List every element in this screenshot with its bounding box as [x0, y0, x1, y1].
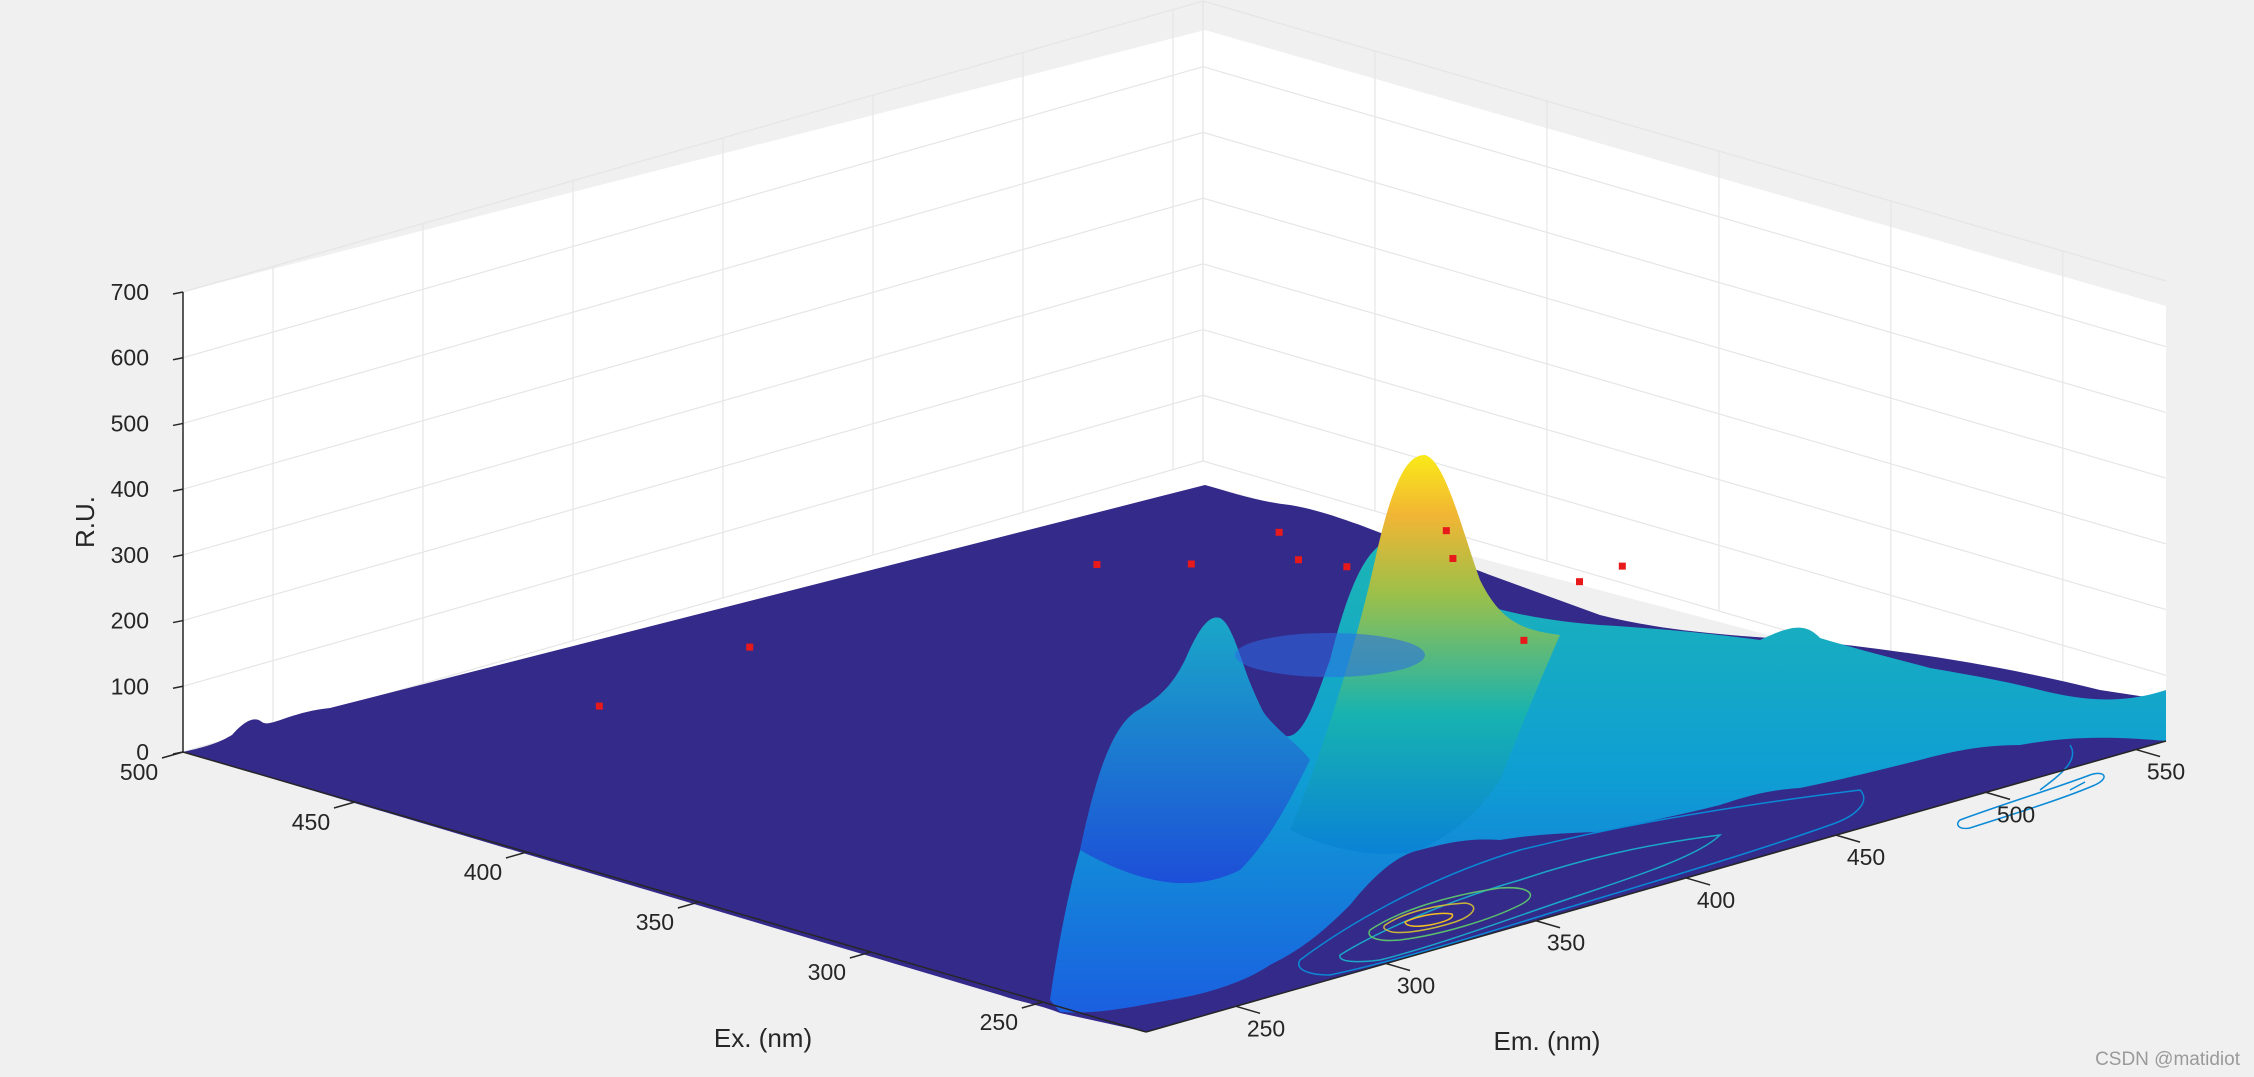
tick-label-x-500: 500	[1997, 801, 2035, 827]
peak-marker-6	[1275, 528, 1283, 536]
peak-markers	[595, 527, 1626, 710]
watermark: CSDN @matidiot	[2095, 1049, 2240, 1070]
tick-x-500	[1985, 791, 2011, 801]
tick-label-z-600: 600	[111, 345, 149, 371]
x-axis-label: Em. (nm)	[1494, 1026, 1601, 1056]
contour-projection	[1298, 744, 2105, 976]
tick-label-x-550: 550	[2147, 759, 2185, 785]
back-left-pane	[183, 30, 1205, 752]
tick-x-350	[1535, 920, 1561, 929]
tick-label-z-100: 100	[111, 673, 149, 699]
tick-label-y-500: 500	[120, 759, 158, 785]
contour-level-3	[1368, 886, 1532, 942]
tick-x-300	[1385, 962, 1411, 972]
tick-label-x-400: 400	[1697, 887, 1735, 913]
tick-y-400	[505, 851, 528, 859]
tick-label-z-200: 200	[111, 608, 149, 634]
tick-label-y-400: 400	[464, 859, 502, 885]
tick-y-350	[677, 901, 700, 909]
tick-label-x-450: 450	[1847, 844, 1885, 870]
peak-marker-10	[1576, 578, 1583, 586]
contour-right-2	[2039, 744, 2074, 791]
tick-label-y-350: 350	[636, 909, 674, 935]
peak-marker-8	[1449, 554, 1457, 562]
tick-label-x-250: 250	[1247, 1015, 1285, 1041]
tick-labels: 2503003504004505005502503003504004505000…	[111, 279, 2186, 1041]
tick-z-600	[172, 356, 184, 361]
contour-right-1	[1957, 772, 2105, 830]
tick-label-z-500: 500	[111, 410, 149, 436]
tick-label-y-300: 300	[808, 959, 846, 985]
peak-marker-4	[1187, 560, 1195, 568]
tick-z-0	[172, 751, 184, 755]
contour-level-2	[1339, 833, 1723, 963]
grid-lines	[182, 0, 2167, 753]
tick-label-z-300: 300	[111, 542, 149, 568]
tick-label-z-400: 400	[111, 476, 149, 502]
axis-lines	[182, 292, 2167, 1033]
tick-x-550	[2135, 748, 2161, 758]
peak-marker-1	[746, 643, 754, 651]
tick-z-200	[172, 619, 184, 624]
contour-right-3	[2069, 781, 2086, 791]
tick-label-y-250: 250	[980, 1009, 1018, 1035]
tick-y-250	[1021, 1001, 1044, 1009]
tick-x-250	[1235, 1005, 1261, 1015]
tick-z-100	[172, 685, 184, 690]
tick-x-450	[1835, 834, 1861, 843]
tick-z-300	[172, 554, 184, 558]
tick-z-400	[172, 488, 184, 492]
surface-secondary-peak	[1080, 617, 1310, 884]
peak-marker-3	[1093, 561, 1101, 569]
surface-main-peak	[1290, 455, 1560, 854]
contour-level-1	[1298, 789, 1865, 976]
y-axis-label: Ex. (nm)	[714, 1023, 812, 1053]
tick-z-500	[172, 422, 184, 427]
tick-y-300	[849, 951, 872, 959]
y-axis-line	[182, 751, 1147, 1033]
surface-ridge	[1050, 545, 2166, 1013]
tick-x-400	[1685, 877, 1711, 886]
tick-label-y-450: 450	[292, 809, 330, 835]
z-axis-label: R.U.	[70, 496, 100, 548]
peak-marker-11	[1618, 562, 1626, 570]
tick-label-z-0: 0	[136, 739, 149, 765]
peak-marker-7	[1520, 636, 1528, 644]
axes-box	[182, 0, 2167, 753]
tick-marks	[161, 291, 2161, 1015]
peak-marker-2	[595, 702, 603, 710]
tick-z-700	[172, 291, 184, 295]
peak-marker-9	[1442, 527, 1450, 535]
tick-label-x-300: 300	[1397, 973, 1435, 999]
contour-level-4	[1383, 902, 1475, 934]
back-right-pane	[1205, 30, 2166, 741]
peak-marker-0	[1343, 563, 1351, 571]
surface	[183, 455, 2166, 1032]
peak-marker-5	[1295, 556, 1303, 564]
contour-level-5	[1404, 912, 1454, 927]
tick-label-x-350: 350	[1547, 930, 1585, 956]
tick-label-z-700: 700	[111, 279, 149, 305]
tick-y-450	[333, 801, 356, 809]
surface-halo	[1235, 633, 1425, 677]
x-axis-line	[1145, 740, 2167, 1033]
